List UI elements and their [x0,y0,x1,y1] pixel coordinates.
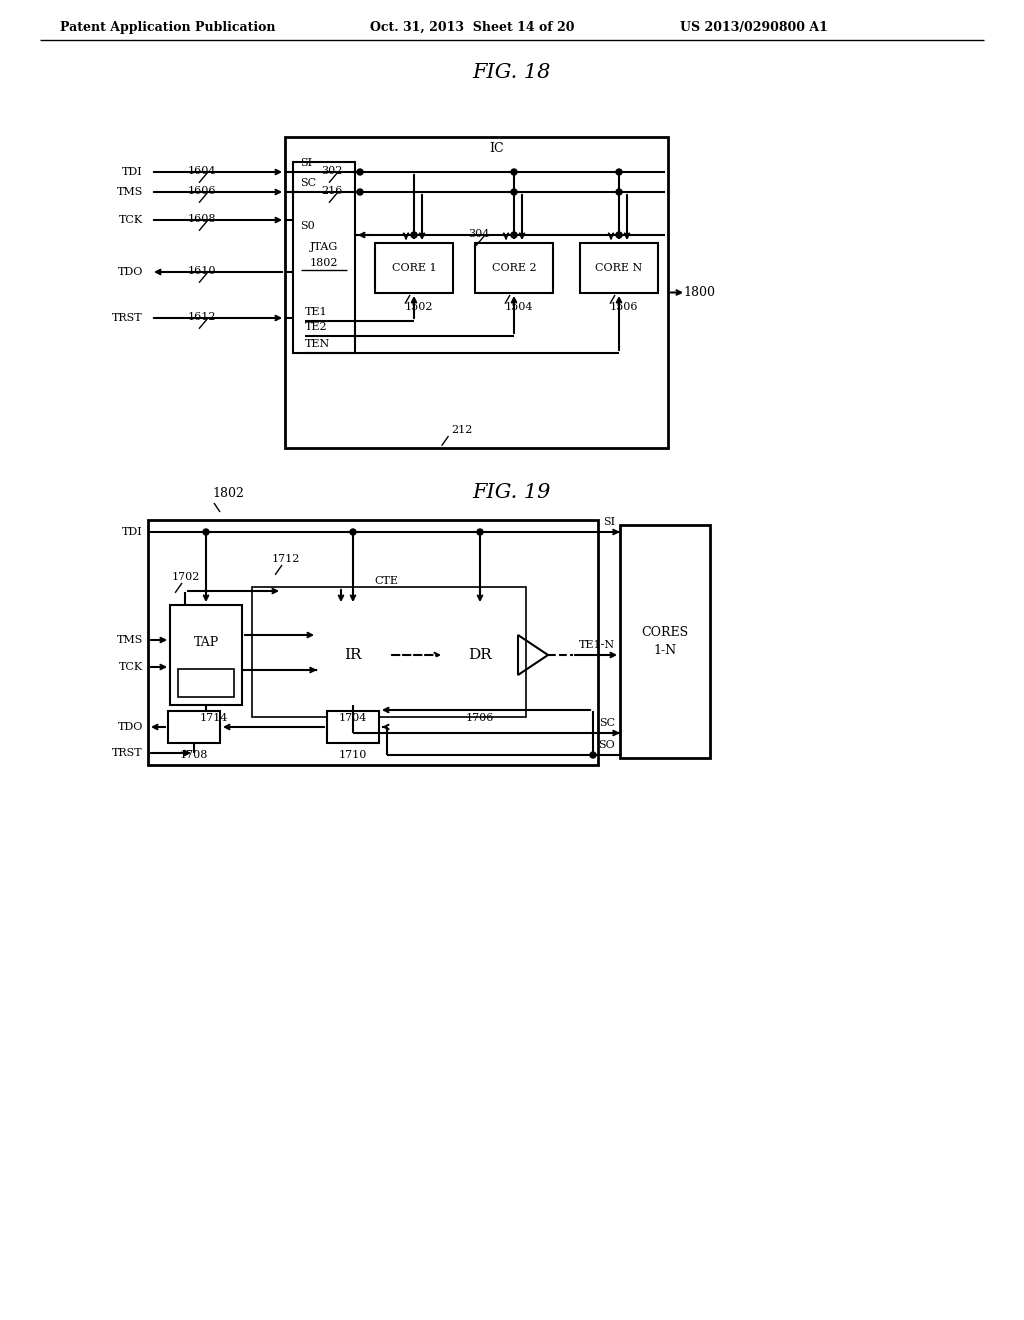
Bar [170,605,242,705]
Text: TE2: TE2 [305,322,328,333]
Text: 1802: 1802 [212,487,244,500]
Text: TE1-N: TE1-N [579,640,615,649]
Text: 1704: 1704 [339,713,368,723]
Circle shape [511,169,517,176]
Text: 1506: 1506 [609,302,638,312]
Text: 1802: 1802 [309,257,338,268]
Text: TEN: TEN [305,339,331,348]
Text: CORE 1: CORE 1 [392,263,436,273]
Circle shape [616,232,622,238]
Text: 1708: 1708 [180,750,208,760]
Text: 304: 304 [468,228,489,239]
Text: FIG. 19: FIG. 19 [473,483,551,502]
Text: TMS: TMS [117,187,143,197]
Text: 1702: 1702 [172,572,201,582]
Text: TRST: TRST [113,748,143,758]
Bar [580,243,658,293]
Text: 1712: 1712 [272,554,300,564]
Circle shape [350,529,356,535]
Text: S0: S0 [300,220,314,231]
Text: TE1: TE1 [305,308,328,317]
Bar [252,587,526,717]
Circle shape [590,752,596,758]
Text: 1610: 1610 [187,265,216,276]
Text: 1608: 1608 [187,214,216,223]
Text: DR: DR [468,648,492,663]
Text: Oct. 31, 2013  Sheet 14 of 20: Oct. 31, 2013 Sheet 14 of 20 [370,21,574,33]
Circle shape [511,232,517,238]
Circle shape [357,169,362,176]
Text: 1706: 1706 [466,713,495,723]
Text: US 2013/0290800 A1: US 2013/0290800 A1 [680,21,827,33]
Text: SC: SC [599,718,615,729]
Text: JTAG: JTAG [310,243,338,252]
Circle shape [616,169,622,176]
Bar [327,711,379,743]
Text: 1800: 1800 [683,286,715,300]
Text: CORE 2: CORE 2 [492,263,537,273]
Text: 1604: 1604 [187,166,216,176]
Text: 1612: 1612 [187,312,216,322]
Circle shape [357,189,362,195]
Text: SO: SO [598,741,615,750]
Text: FIG. 18: FIG. 18 [473,62,551,82]
Bar [475,243,553,293]
Bar [168,711,220,743]
Bar [293,162,355,352]
Text: 1606: 1606 [187,186,216,195]
Text: 1714: 1714 [200,713,228,723]
Bar [375,243,453,293]
Text: TAP: TAP [194,636,219,649]
Bar [285,137,668,447]
Text: TRST: TRST [113,313,143,323]
Text: CORES: CORES [641,626,688,639]
Bar [317,605,389,705]
Bar [178,669,234,697]
Circle shape [477,529,483,535]
Text: SI: SI [300,158,312,168]
Text: 216: 216 [322,186,343,195]
Circle shape [616,189,622,195]
Text: TDI: TDI [122,168,143,177]
Bar [620,525,710,758]
Text: TDI: TDI [122,527,143,537]
Text: 1-N: 1-N [653,644,677,657]
Text: TDO: TDO [118,722,143,733]
Bar [444,605,516,705]
Text: TDO: TDO [118,267,143,277]
Text: SC: SC [300,178,316,187]
Circle shape [511,189,517,195]
Text: 302: 302 [322,166,343,176]
Text: IR: IR [344,648,361,663]
Text: TCK: TCK [119,215,143,224]
Text: 1502: 1502 [404,302,433,312]
Text: SI: SI [603,517,615,527]
Text: CORE N: CORE N [595,263,643,273]
Bar [148,520,598,766]
Text: IC: IC [489,143,504,156]
Text: TCK: TCK [119,663,143,672]
Text: Patent Application Publication: Patent Application Publication [60,21,275,33]
Text: 212: 212 [451,425,472,436]
Text: TMS: TMS [117,635,143,645]
Text: 1710: 1710 [339,750,368,760]
Text: CTE: CTE [374,576,398,586]
Circle shape [411,232,417,238]
Circle shape [203,529,209,535]
Text: 1504: 1504 [505,302,534,312]
